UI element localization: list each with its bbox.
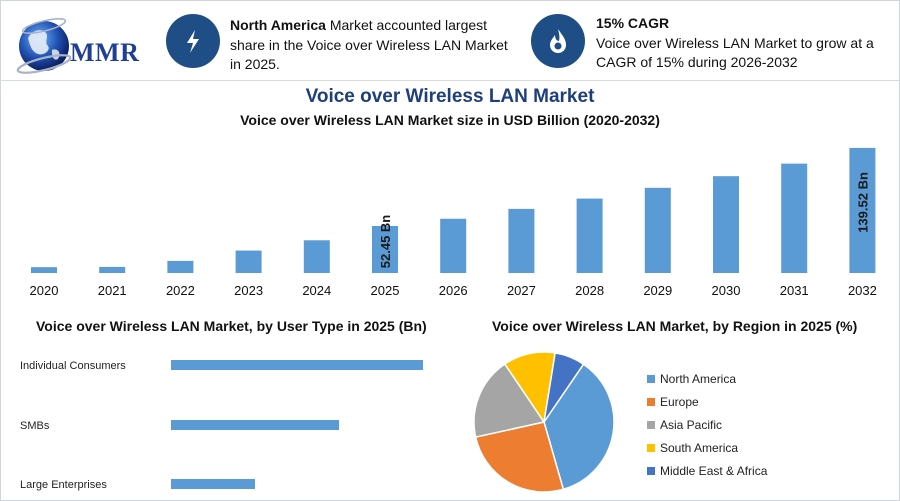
region-pie-chart: North America Europe Asia Pacific South Ame… bbox=[473, 351, 768, 493]
badge-cagr bbox=[531, 14, 585, 68]
x-tick-2029: 2029 bbox=[643, 283, 672, 298]
x-tick-2024: 2024 bbox=[302, 283, 331, 298]
pie-slice-asia-pacific bbox=[473, 362, 546, 438]
x-tick-2023: 2023 bbox=[234, 283, 263, 298]
bar-2022 bbox=[167, 260, 194, 273]
legend-swatch bbox=[647, 421, 655, 429]
user-type-label: Large Enterprises bbox=[20, 479, 107, 491]
x-tick-2030: 2030 bbox=[712, 283, 741, 298]
user-type-label: Individual Consumers bbox=[20, 360, 126, 372]
globe-icon bbox=[16, 17, 72, 74]
x-tick-2027: 2027 bbox=[507, 283, 536, 298]
bar-2027 bbox=[508, 208, 535, 273]
pie-slice-europe bbox=[474, 421, 565, 493]
bar-2031 bbox=[781, 163, 808, 273]
legend-label: Europe bbox=[660, 395, 699, 409]
bar-2032 bbox=[849, 147, 876, 273]
x-tick-2026: 2026 bbox=[439, 283, 468, 298]
bar-2024 bbox=[303, 240, 330, 273]
cagr-text: Voice over Wireless LAN Market to grow a… bbox=[596, 34, 874, 71]
logo-text: MMR bbox=[70, 38, 140, 67]
data-label-2025: 52.45 Bn bbox=[378, 215, 393, 269]
x-tick-2025: 2025 bbox=[371, 283, 400, 298]
x-tick-2032: 2032 bbox=[848, 283, 877, 298]
user-type-bar bbox=[171, 420, 339, 430]
info-north-america: North America Market accounted largest s… bbox=[230, 16, 520, 75]
info-cagr: 15% CAGR Voice over Wireless LAN Market … bbox=[596, 14, 891, 73]
header-divider bbox=[0, 80, 900, 81]
data-label-2032: 139.52 Bn bbox=[855, 172, 870, 233]
badge-north-america bbox=[166, 14, 220, 68]
legend-label: Asia Pacific bbox=[660, 418, 722, 432]
lightning-icon bbox=[187, 30, 199, 53]
legend-swatch bbox=[647, 398, 655, 406]
user-type-bar bbox=[171, 360, 423, 370]
legend-swatch bbox=[647, 444, 655, 452]
bar-2020 bbox=[31, 267, 57, 273]
x-tick-2028: 2028 bbox=[575, 283, 604, 298]
legend-label: North America bbox=[660, 372, 736, 386]
cagr-title: 15% CAGR bbox=[596, 15, 670, 31]
bar-2028 bbox=[576, 198, 603, 273]
chart-subtitle: Voice over Wireless LAN Market size in U… bbox=[240, 112, 660, 128]
bar-2021 bbox=[99, 266, 126, 273]
user-type-title: Voice over Wireless LAN Market, by User … bbox=[36, 318, 427, 334]
user-type-bar-chart: Individual Consumers SMBs Large Enterprise… bbox=[20, 360, 423, 491]
x-tick-2031: 2031 bbox=[780, 283, 809, 298]
bar-2026 bbox=[440, 218, 467, 273]
mmr-logo: MMR bbox=[14, 16, 144, 78]
legend-label: Middle East & Africa bbox=[660, 464, 768, 478]
info-highlight: North America bbox=[230, 17, 326, 33]
growth-icon bbox=[550, 29, 566, 53]
user-type-bar bbox=[171, 479, 255, 489]
info-text: Market accounted largest share in the Vo… bbox=[230, 17, 508, 72]
legend-label: South America bbox=[660, 441, 738, 455]
pie-slice-north-america bbox=[543, 363, 615, 491]
x-tick-2021: 2021 bbox=[98, 283, 127, 298]
region-title: Voice over Wireless LAN Market, by Regio… bbox=[492, 318, 858, 334]
pie-slice-middle-east-africa bbox=[543, 352, 585, 423]
market-size-bar-chart: 2020 2021 2022 2023 2024 2025 52.45 Bn 2026 2027… bbox=[30, 147, 877, 298]
bar-2023 bbox=[235, 250, 262, 273]
user-type-label: SMBs bbox=[20, 420, 50, 432]
legend-swatch bbox=[647, 467, 655, 475]
legend-swatch bbox=[647, 375, 655, 383]
x-tick-2022: 2022 bbox=[166, 283, 195, 298]
bar-2030 bbox=[713, 176, 739, 273]
bar-2029 bbox=[644, 187, 671, 273]
page-title: Voice over Wireless LAN Market bbox=[305, 86, 595, 107]
x-tick-2020: 2020 bbox=[30, 283, 59, 298]
bar-2025 bbox=[372, 225, 398, 273]
